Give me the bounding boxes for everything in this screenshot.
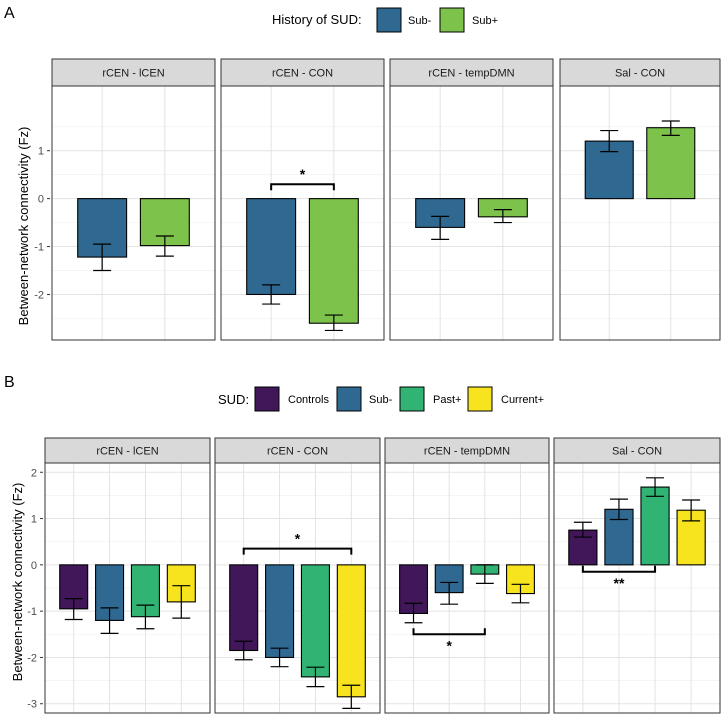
chart-b-plot-border: [384, 462, 550, 714]
chart-a-facet-strip: [51, 58, 216, 87]
chart-a-plot-background: [390, 86, 553, 340]
chart-b-significance-bracket: [581, 565, 657, 573]
legend-b-key-sub-minus: [336, 386, 362, 412]
legend-b-label-controls: Controls: [288, 394, 329, 406]
chart-a-facet-strip: [389, 58, 554, 87]
chart-b-facet-title: rCEN - CON: [267, 446, 328, 458]
panel-b-label: B: [4, 374, 15, 391]
legend-a: History of SUD: Sub- Sub+: [272, 7, 498, 33]
chart-a-facet-title: rCEN - lCEN: [102, 68, 164, 80]
chart-b-facet-3: Sal - CON **: [553, 437, 721, 714]
chart-b-bar-controls: [229, 564, 259, 652]
chart-b-facet-2: rCEN - tempDMN *: [384, 437, 550, 714]
chart-b-facet-1: rCEN - CON *: [214, 437, 381, 714]
chart-b-facet-strip: [384, 437, 550, 464]
chart-a-facet-1: rCEN - CON *: [220, 58, 385, 341]
chart-a-plot-border: [389, 85, 554, 341]
chart-b-facet-strip: [214, 437, 381, 464]
chart-b-facet-strip: [44, 437, 211, 464]
chart-b-significance-label: **: [614, 575, 625, 591]
chart-a-bar-sub-: [246, 198, 297, 296]
chart-b-y-tick-label: 0: [31, 560, 37, 572]
chart-b-y-tick-label: -2: [27, 652, 37, 664]
chart-a-facet-title: Sal - CON: [615, 68, 665, 80]
chart-b-facet-title: rCEN - tempDMN: [424, 446, 510, 458]
y-axis-label-b: Between-network connectivity (Fz): [10, 483, 25, 682]
chart-a-facet-strip: [559, 58, 721, 87]
chart-a-plot-background: [560, 86, 720, 340]
chart-a-facet-0: rCEN - lCEN: [51, 58, 216, 341]
chart-b-bar-past-: [640, 486, 670, 566]
chart-a-bar-sub-: [584, 140, 634, 200]
legend-a-label-sub-plus: Sub+: [472, 15, 498, 27]
chart-b-significance-label: *: [446, 637, 452, 653]
chart-b-significance-label: *: [295, 531, 301, 547]
chart-a-facet-title: rCEN - tempDMN: [428, 68, 514, 80]
legend-b-key-current-plus: [467, 386, 493, 412]
chart-b-bar-current-: [336, 564, 366, 698]
legend-b-label-past-plus: Past+: [433, 394, 461, 406]
chart-b-facet-title: Sal - CON: [612, 446, 662, 458]
legend-a-title: History of SUD:: [272, 12, 362, 27]
chart-b-bar-sub-: [265, 564, 295, 658]
legend-b-label-current-plus: Current+: [501, 394, 544, 406]
chart-b-y-tick-label: -3: [27, 699, 37, 711]
legend-b: SUD: Controls Sub- Past+ Current+: [218, 386, 544, 412]
legend-a-key-sub-plus: [439, 7, 465, 33]
chart-a-facets: -2 -1 0 1 rCEN - lCEN rCEN - CON * rCEN - tempD…: [34, 58, 721, 341]
chart-a-y-tick-label: -1: [34, 242, 44, 254]
chart-b-y-tick-label: 2: [31, 467, 37, 479]
chart-a-plot-background: [52, 86, 215, 340]
legend-b-title: SUD:: [218, 392, 249, 407]
chart-a-bar-sub-: [308, 198, 359, 324]
chart-b-bar-past-: [300, 564, 330, 678]
chart-b-plot-border: [44, 462, 211, 714]
chart-a-facet-title: rCEN - CON: [272, 68, 333, 80]
chart-a-y-tick-label: 0: [38, 194, 44, 206]
chart-a-significance-label: *: [300, 166, 306, 182]
y-axis-label-a: Between-network connectivity (Fz): [16, 127, 31, 326]
legend-a-label-sub-minus: Sub-: [408, 15, 432, 27]
chart-a-y-tick-label: -2: [34, 289, 44, 301]
chart-b-significance-bracket: [242, 547, 353, 555]
legend-b-label-sub-minus: Sub-: [369, 394, 393, 406]
chart-b-facet-title: rCEN - lCEN: [96, 446, 158, 458]
chart-a-facet-strip: [220, 58, 385, 87]
chart-b-y-tick-label: 1: [31, 514, 37, 526]
chart-a-plot-background: [221, 86, 384, 340]
chart-b-plot-border: [214, 462, 381, 714]
chart-a-significance-bracket: [270, 183, 335, 191]
chart-a-plot-border: [559, 85, 721, 341]
panel-a-label: A: [4, 5, 15, 22]
chart-b-plot-border: [553, 462, 721, 714]
chart-a-plot-border: [220, 85, 385, 341]
chart-a-plot-border: [51, 85, 216, 341]
chart-b-y-tick-label: -1: [27, 606, 37, 618]
chart-a-facet-2: rCEN - tempDMN: [389, 58, 554, 341]
chart-b-significance-bracket: [412, 628, 486, 636]
chart-a-facet-3: Sal - CON: [559, 58, 721, 341]
chart-a-bar-sub-: [646, 127, 696, 200]
chart-b-facet-0: rCEN - lCEN: [44, 437, 211, 714]
legend-b-key-controls: [254, 386, 280, 412]
legend-a-key-sub-minus: [376, 7, 402, 33]
legend-b-key-past-plus: [399, 386, 425, 412]
chart-a-y-tick-label: 1: [38, 146, 44, 158]
